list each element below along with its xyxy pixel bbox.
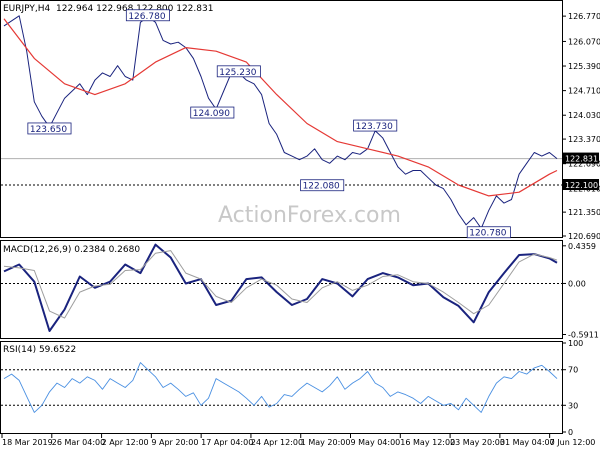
current-price-tag-label: 122.831	[565, 155, 598, 164]
watermark: ActionForex.com	[218, 203, 401, 228]
x-tick-label-5: 24 Apr 12:00	[251, 438, 303, 447]
price-panel-lines	[1, 158, 562, 186]
rsi-label: RSI(14) 59.6522	[3, 345, 76, 355]
annotation-label-6: 120.780	[469, 229, 506, 239]
macd-series-line-1	[3, 250, 558, 319]
annotation-box-0	[27, 122, 72, 135]
current-price-tag	[563, 152, 599, 164]
macd-y-axis: 0.4359 0.00 -0.5911	[562, 242, 599, 340]
price-tick-label-5: 123.370	[568, 135, 600, 144]
x-tick-label-11: 7 Jun 12:00	[550, 438, 596, 447]
annotation-label-5: 123.730	[356, 122, 393, 132]
panel-frames	[0, 0, 563, 434]
rsi-series-line-0	[3, 362, 558, 413]
price-series-line-1	[3, 18, 558, 197]
support-level-tag	[563, 179, 599, 191]
price-tick-label-9: 120.690	[568, 232, 600, 241]
annotation-label-1: 126.780	[128, 12, 165, 22]
annotation-label-2: 124.090	[193, 109, 230, 119]
support-level-tag-label: 122.100	[565, 181, 598, 190]
instrument-header: EURJPY,H4	[3, 4, 51, 14]
x-axis: 18 Mar 2019 26 Mar 04:002 Apr 12:00 9 Apr …	[1, 434, 596, 447]
x-tick-label-0: 18 Mar 2019	[2, 438, 53, 447]
annotation-box-5	[353, 119, 398, 132]
price-tick-label-6: 122.690	[568, 160, 600, 169]
annotation-box-4	[300, 179, 345, 192]
rsi-tick-label-1: 70	[568, 366, 578, 375]
x-tick-label-4: 17 Apr 04:00	[201, 438, 253, 447]
price-tick-label-2: 125.390	[568, 62, 600, 71]
rsi-tick-label-3: 0	[568, 428, 573, 437]
x-tick-label-3: 9 Apr 20:00	[151, 438, 198, 447]
rsi-panel-lines	[1, 369, 562, 406]
annotation-box-3	[216, 65, 261, 78]
annotation-box-1	[125, 9, 170, 22]
price-tick-label-3: 124.710	[568, 87, 600, 96]
x-tick-label-7: 9 May 04:00	[351, 438, 401, 447]
price-series	[3, 15, 558, 229]
rsi-series	[3, 362, 558, 413]
price-tick-label-8: 121.350	[568, 208, 600, 217]
macd-series-line-0	[3, 243, 558, 332]
rsi-tick-label-2: 30	[568, 401, 578, 410]
annotation-box-6	[466, 226, 511, 239]
annotation-box-2	[190, 106, 235, 119]
x-tick-label-6: 1 May 20:00	[301, 438, 351, 447]
macd-label: MACD(12,26,9) 0.2384 0.2680	[3, 245, 140, 255]
macd-series	[3, 243, 558, 332]
x-tick-label-10: 31 May 04:00	[500, 438, 555, 447]
price-y-axis: 126.770 126.070 125.390 124.710 124.030 123.3…	[562, 12, 600, 241]
price-annotations: 123.650 126.780 124.090 125.230 122.080 123.7…	[27, 9, 511, 239]
macd-tick-label-0: 0.4359	[568, 242, 596, 251]
annotation-label-3: 125.230	[219, 68, 256, 78]
price-series-line-0	[3, 15, 558, 229]
x-tick-label-2: 2 Apr 12:00	[102, 438, 149, 447]
x-tick-label-1: 26 Mar 04:00	[52, 438, 105, 447]
x-tick-label-8: 16 May 12:00	[400, 438, 455, 447]
rsi-y-axis: 100 70 30 0	[562, 339, 583, 437]
price-tick-label-1: 126.070	[568, 37, 600, 46]
macd-tick-label-1: 0.00	[568, 279, 586, 288]
price-tick-label-4: 124.030	[568, 111, 600, 120]
x-tick-label-9: 23 May 20:00	[450, 438, 505, 447]
price-tick-label-0: 126.770	[568, 12, 600, 21]
macd-tick-label-2: -0.5911	[568, 331, 599, 340]
annotation-label-0: 123.650	[30, 125, 67, 135]
ohlc-values: 122.964 122.968 122.800 122.831	[56, 4, 213, 14]
rsi-tick-label-0: 100	[568, 339, 583, 348]
annotation-label-4: 122.080	[303, 182, 340, 192]
